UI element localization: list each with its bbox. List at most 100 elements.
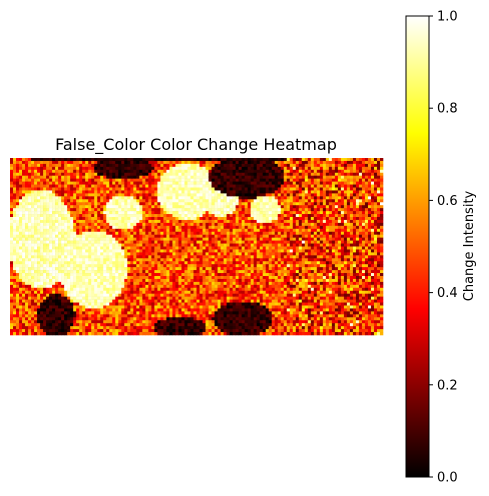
heatmap-cell — [361, 237, 366, 241]
heatmap-cell — [40, 240, 44, 244]
heatmap-cell — [73, 160, 77, 165]
heatmap-cell — [94, 160, 98, 165]
heatmap-cell — [70, 193, 74, 197]
heatmap-cell — [370, 160, 375, 165]
heatmap-cell — [85, 246, 89, 250]
heatmap-cell — [52, 169, 56, 174]
heatmap-cell — [253, 261, 257, 265]
heatmap-cell — [184, 243, 188, 247]
heatmap-cell — [208, 211, 212, 215]
heatmap-cell — [94, 193, 98, 197]
heatmap-cell — [148, 211, 152, 215]
heatmap-cell — [106, 231, 110, 235]
heatmap-cell — [193, 234, 197, 238]
heatmap-cell — [166, 225, 170, 230]
heatmap-cell — [97, 246, 101, 250]
heatmap-cell — [157, 202, 161, 206]
heatmap-cell — [166, 249, 170, 253]
heatmap-cell — [358, 237, 363, 241]
heatmap-cell — [253, 231, 257, 235]
heatmap-cell — [181, 190, 185, 194]
heatmap-cell — [10, 205, 14, 209]
heatmap-cell — [271, 199, 276, 203]
heatmap-cell — [196, 217, 200, 221]
heatmap-cell — [94, 228, 98, 233]
heatmap-cell — [67, 225, 71, 230]
heatmap-cell — [283, 264, 288, 268]
heatmap-cell — [262, 225, 266, 230]
heatmap-cell — [79, 202, 83, 206]
heatmap-cell — [70, 270, 74, 274]
heatmap-cell — [217, 255, 221, 259]
heatmap-cell — [178, 193, 182, 197]
heatmap-cell — [136, 178, 140, 182]
heatmap-cell — [352, 166, 357, 171]
heatmap-cell — [220, 166, 224, 171]
heatmap-cell — [166, 172, 170, 176]
heatmap-cell — [247, 234, 251, 238]
heatmap-cell — [112, 205, 116, 209]
heatmap-cell — [283, 175, 288, 179]
heatmap-cell — [43, 273, 47, 277]
heatmap-cell — [118, 246, 122, 250]
heatmap-cell — [100, 175, 104, 179]
heatmap-cell — [178, 217, 182, 221]
heatmap-cell — [280, 234, 285, 238]
heatmap-cell — [205, 261, 209, 265]
heatmap-cell — [82, 252, 86, 256]
heatmap-cell — [94, 258, 98, 262]
heatmap-cell — [160, 193, 164, 197]
heatmap-cell — [226, 211, 230, 215]
heatmap-cell — [181, 264, 185, 268]
heatmap-cell — [46, 243, 50, 247]
heatmap-cell — [142, 252, 146, 256]
heatmap-cell — [175, 252, 179, 256]
heatmap-cell — [160, 255, 164, 259]
heatmap-cell — [286, 240, 291, 244]
heatmap-cell — [193, 237, 197, 241]
heatmap-cell — [139, 202, 143, 206]
heatmap-cell — [205, 217, 209, 221]
heatmap-cell — [109, 217, 113, 221]
heatmap-cell — [208, 163, 212, 168]
heatmap-cell — [376, 252, 381, 256]
heatmap-cell — [145, 172, 149, 176]
heatmap-cell — [232, 261, 236, 265]
heatmap-cell — [184, 258, 188, 262]
heatmap-cell — [97, 237, 101, 241]
heatmap-cell — [196, 160, 200, 165]
heatmap-cell — [199, 181, 203, 185]
heatmap-cell — [22, 166, 26, 171]
heatmap-cell — [133, 258, 137, 262]
heatmap-cell — [58, 217, 62, 221]
heatmap-cell — [274, 208, 279, 212]
heatmap-cell — [319, 246, 324, 250]
heatmap-cell — [151, 237, 155, 241]
heatmap-cell — [220, 211, 224, 215]
heatmap-cell — [121, 184, 125, 188]
heatmap-cell — [130, 261, 134, 265]
heatmap-cell — [367, 252, 372, 256]
heatmap-cell — [82, 243, 86, 247]
heatmap-cell — [124, 187, 128, 191]
heatmap-cell — [370, 187, 375, 191]
heatmap-cell — [247, 264, 251, 268]
heatmap-cell — [103, 205, 107, 209]
heatmap-cell — [82, 187, 86, 191]
heatmap-cell — [271, 261, 276, 265]
heatmap-cell — [322, 160, 327, 165]
heatmap-cell — [247, 240, 251, 244]
heatmap-cell — [202, 252, 206, 256]
heatmap-cell — [295, 178, 300, 182]
heatmap-cell — [121, 199, 125, 203]
heatmap-cell — [292, 178, 297, 182]
heatmap-cell — [358, 270, 363, 274]
heatmap-cell — [181, 175, 185, 179]
heatmap-cell — [304, 243, 309, 247]
heatmap-cell — [271, 234, 276, 238]
heatmap-cell — [373, 205, 378, 209]
heatmap-cell — [58, 184, 62, 188]
heatmap-cell — [202, 219, 206, 224]
heatmap-cell — [337, 270, 342, 274]
heatmap-cell — [187, 208, 191, 212]
